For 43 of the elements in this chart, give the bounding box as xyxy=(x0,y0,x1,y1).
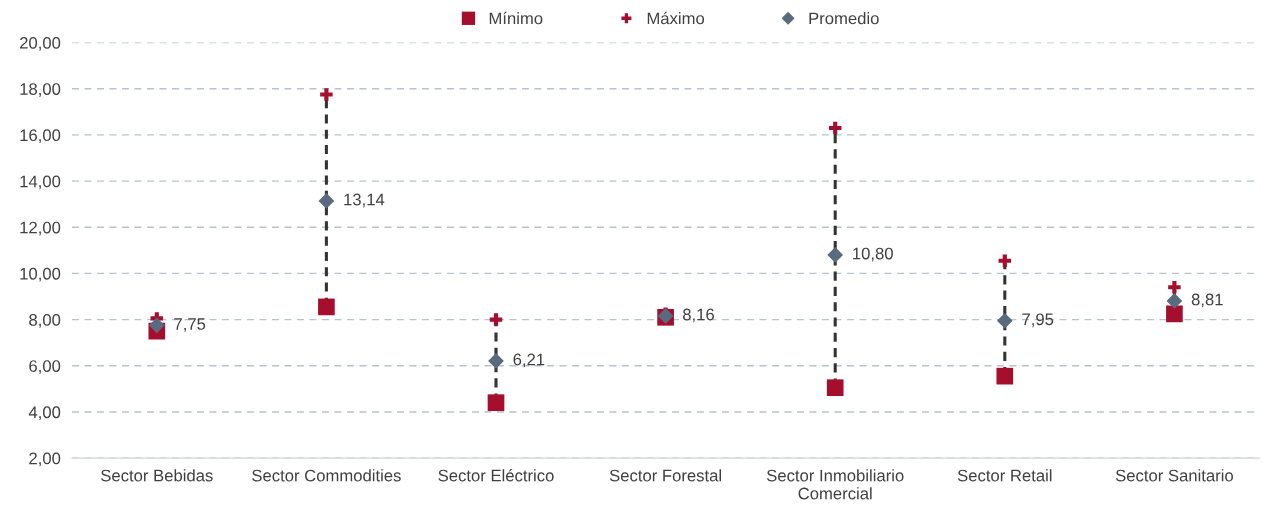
point xyxy=(827,247,843,263)
point xyxy=(149,317,165,333)
x-tick-label: Sector Retail xyxy=(957,469,1052,482)
y-tick-label: 14,00 xyxy=(20,175,61,190)
point xyxy=(318,193,334,209)
data-label: 8,81 xyxy=(1191,293,1223,308)
legend-label: Máximo xyxy=(647,11,705,25)
y-tick-label: 12,00 xyxy=(20,221,61,236)
point xyxy=(828,121,842,135)
data-label: 10,80 xyxy=(853,247,893,262)
x-tick-label: Sector Eléctrico xyxy=(438,469,554,482)
y-tick-label: 6,00 xyxy=(29,360,61,374)
point xyxy=(1166,293,1182,309)
point xyxy=(1166,305,1183,323)
point xyxy=(320,88,333,101)
y-tick-label: 2,00 xyxy=(29,452,61,467)
x-tick-label: Sector Sanitario xyxy=(1115,469,1233,482)
y-tick-label: 8,00 xyxy=(29,314,61,328)
y-tick-label: 10,00 xyxy=(20,267,61,282)
x-tick-label: Sector Inmobiliario Comercial xyxy=(766,469,904,500)
point xyxy=(318,298,335,316)
y-tick-label: 4,00 xyxy=(28,406,61,421)
point xyxy=(487,394,505,412)
point xyxy=(996,367,1014,385)
data-label: 7,95 xyxy=(1022,313,1054,328)
point xyxy=(998,254,1012,267)
x-tick-label: Sector Commodities xyxy=(252,469,401,482)
x-tick-label: Sector Forestal xyxy=(609,469,721,482)
point xyxy=(826,379,844,397)
legend-label: Mínimo xyxy=(489,11,543,25)
legend-label: Promedio xyxy=(809,12,879,25)
data-label: 7,75 xyxy=(174,318,206,332)
point xyxy=(997,313,1013,329)
x-tick-label: Sector Bebidas xyxy=(101,469,213,482)
y-tick-label: 20,00 xyxy=(20,36,61,51)
point xyxy=(489,313,503,326)
data-label: 13,14 xyxy=(344,193,385,208)
point xyxy=(1168,281,1181,294)
point xyxy=(488,353,504,369)
y-tick-label: 18,00 xyxy=(20,83,61,97)
data-label: 6,21 xyxy=(513,353,545,368)
data-label: 8,16 xyxy=(682,308,714,323)
y-tick-label: 16,00 xyxy=(20,129,61,144)
